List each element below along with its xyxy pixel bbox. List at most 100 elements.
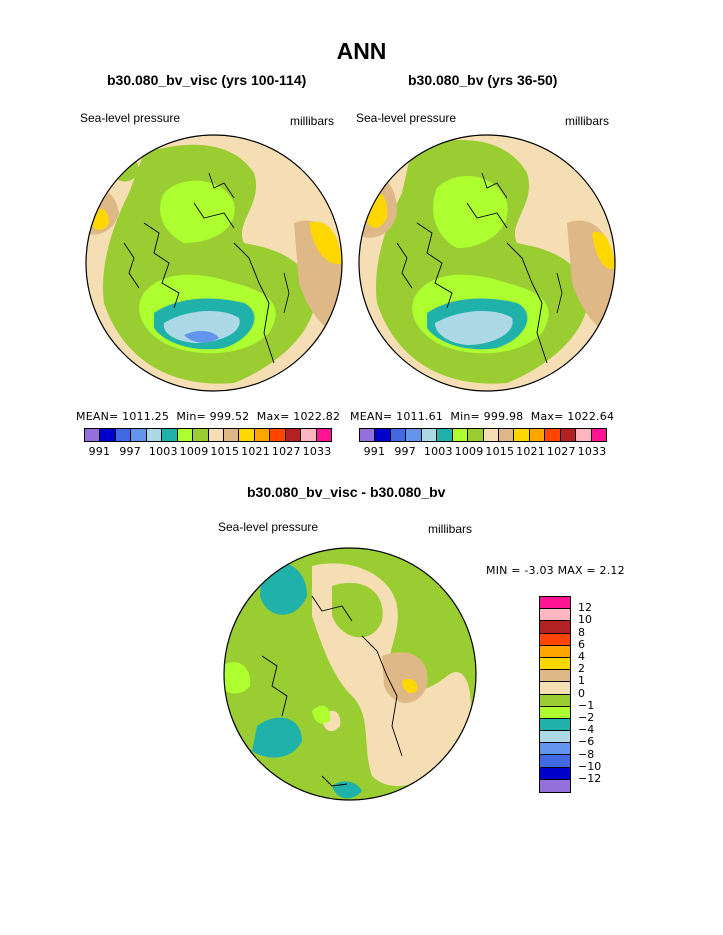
colorbar-label: −8	[578, 747, 595, 761]
colorbar-swatch	[208, 429, 224, 441]
colorbar-swatch	[375, 429, 391, 441]
colorbar-swatch	[239, 429, 255, 441]
panel-2-mean-label: MEAN=	[350, 410, 393, 423]
colorbar-swatch	[576, 429, 592, 441]
colorbar-swatch	[540, 743, 570, 756]
panel-1-mean-label: MEAN=	[76, 410, 119, 423]
colorbar-swatch	[540, 694, 570, 707]
colorbar-label: −12	[578, 772, 602, 785]
colorbar-label: 4	[578, 650, 585, 663]
colorbar-swatch	[560, 429, 577, 441]
colorbar-swatch	[421, 429, 438, 441]
colorbar-label: 1033	[302, 445, 332, 458]
colorbar-swatch	[540, 718, 570, 732]
colorbar-swatch	[270, 429, 286, 441]
panel-2-min-label: Min=	[450, 410, 480, 423]
diff-min: -3.03	[524, 564, 554, 577]
diff-variable: Sea-level pressure	[218, 520, 319, 534]
colorbar-label: 1015	[485, 445, 515, 458]
panel-2-title: b30.080_bv (yrs 36-50)	[408, 72, 558, 88]
colorbar-swatch	[540, 755, 570, 768]
colorbar-swatch	[100, 429, 116, 441]
colorbar-swatch	[545, 429, 561, 441]
colorbar-label: 1009	[454, 445, 484, 458]
colorbar-swatch	[540, 621, 570, 634]
colorbar-label: 991	[363, 445, 386, 458]
panel-2-min: 999.98	[483, 410, 524, 423]
colorbar-swatch	[540, 657, 570, 671]
panel-1-title: b30.080_bv_visc (yrs 100-114)	[107, 72, 307, 88]
colorbar-swatch	[254, 429, 271, 441]
panel-1-mean: 1011.25	[122, 410, 170, 423]
diff-min-label: MIN =	[486, 564, 521, 577]
colorbar-swatch	[437, 429, 453, 441]
colorbar-label: 2	[578, 662, 585, 676]
colorbar-swatch	[177, 429, 194, 441]
colorbar-swatch	[498, 429, 515, 441]
panel-1-variable: Sea-level pressure	[80, 111, 181, 125]
colorbar-label: 10	[578, 613, 592, 627]
panel-2-max: 1022.64	[567, 410, 615, 423]
colorbar-swatch	[540, 609, 570, 622]
colorbar-label: 12	[578, 601, 592, 615]
colorbar-swatch	[115, 429, 132, 441]
colorbar-label: 1009	[179, 445, 209, 458]
diff-minmax: MIN = -3.03 MAX = 2.12	[486, 564, 625, 577]
map-panel-2	[358, 134, 616, 392]
colorbar-label: 1021	[516, 445, 545, 458]
colorbar-swatch	[540, 767, 570, 780]
colorbar-swatch	[540, 670, 570, 683]
colorbar-swatch	[468, 429, 484, 441]
colorbar-label: −10	[578, 759, 602, 773]
diff-units: millibars	[428, 522, 473, 536]
colorbar-label: 991	[88, 445, 111, 458]
colorbar-swatch	[540, 645, 570, 658]
panel-1-min-label: Min=	[176, 410, 206, 423]
colorbar-swatch	[591, 429, 606, 441]
map-diff	[223, 547, 477, 801]
colorbar-label: 1021	[241, 445, 270, 458]
diff-title: b30.080_bv_visc - b30.080_bv	[247, 484, 446, 500]
colorbar-label: −1	[578, 698, 595, 712]
panel-1-stats: MEAN= 1011.25 Min= 999.52 Max= 1022.82	[76, 410, 340, 423]
colorbar-swatch	[483, 429, 499, 441]
colorbar-label: 1027	[271, 445, 301, 458]
colorbar-panel-1	[84, 428, 332, 442]
colorbar-swatch	[162, 429, 178, 441]
colorbar-swatch	[540, 731, 570, 744]
colorbar-label: 997	[119, 445, 141, 458]
panel-2-max-label: Max=	[530, 410, 564, 423]
colorbar-label: 1	[578, 674, 585, 688]
panel-1-min: 999.52	[209, 410, 250, 423]
colorbar-label: 6	[578, 637, 585, 651]
colorbar-label: 1003	[148, 445, 178, 458]
colorbar-swatch	[540, 597, 570, 610]
colorbar-label: 1003	[423, 445, 453, 458]
colorbar-swatch	[452, 429, 469, 441]
colorbar-panel-2	[359, 428, 607, 442]
colorbar-label: 1033	[577, 445, 607, 458]
colorbar-label: 0	[578, 686, 585, 700]
colorbar-swatch	[540, 682, 570, 695]
panel-1-units: millibars	[290, 114, 335, 128]
colorbar-label: 1027	[546, 445, 576, 458]
colorbar-diff	[539, 596, 571, 793]
map-panel-1	[85, 134, 343, 392]
panel-1-max: 1022.82	[293, 410, 341, 423]
colorbar-swatch	[529, 429, 546, 441]
colorbar-swatch	[316, 429, 331, 441]
colorbar-swatch	[193, 429, 209, 441]
panel-1-max-label: Max=	[256, 410, 290, 423]
colorbar-swatch	[301, 429, 317, 441]
colorbar-label: 1015	[210, 445, 240, 458]
colorbar-swatch	[85, 429, 101, 441]
colorbar-swatch	[146, 429, 163, 441]
colorbar-label: −4	[578, 723, 595, 737]
panel-2-variable: Sea-level pressure	[356, 111, 457, 125]
panel-2-stats: MEAN= 1011.61 Min= 999.98 Max= 1022.64	[350, 410, 614, 423]
colorbar-swatch	[540, 706, 570, 719]
colorbar-swatch	[540, 779, 570, 792]
colorbar-label: 8	[578, 625, 585, 639]
colorbar-swatch	[131, 429, 147, 441]
panel-2-units: millibars	[565, 114, 610, 128]
